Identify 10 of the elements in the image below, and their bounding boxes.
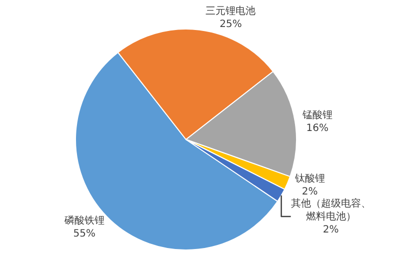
slice-label: 锰酸锂 xyxy=(301,109,332,122)
slice-label: 磷酸铁锂 xyxy=(63,214,104,226)
slice-label: 其他（超级电容、燃料电池） xyxy=(290,197,371,222)
slice-label: 三元锂电池 xyxy=(206,5,256,18)
data-label: 2% xyxy=(322,224,339,236)
slice-label: 钛酸锂 xyxy=(294,172,325,184)
data-label: 55% xyxy=(73,228,96,240)
data-label: 25% xyxy=(220,19,242,30)
data-label: 2% xyxy=(302,186,318,198)
data-label: 16% xyxy=(306,123,328,134)
